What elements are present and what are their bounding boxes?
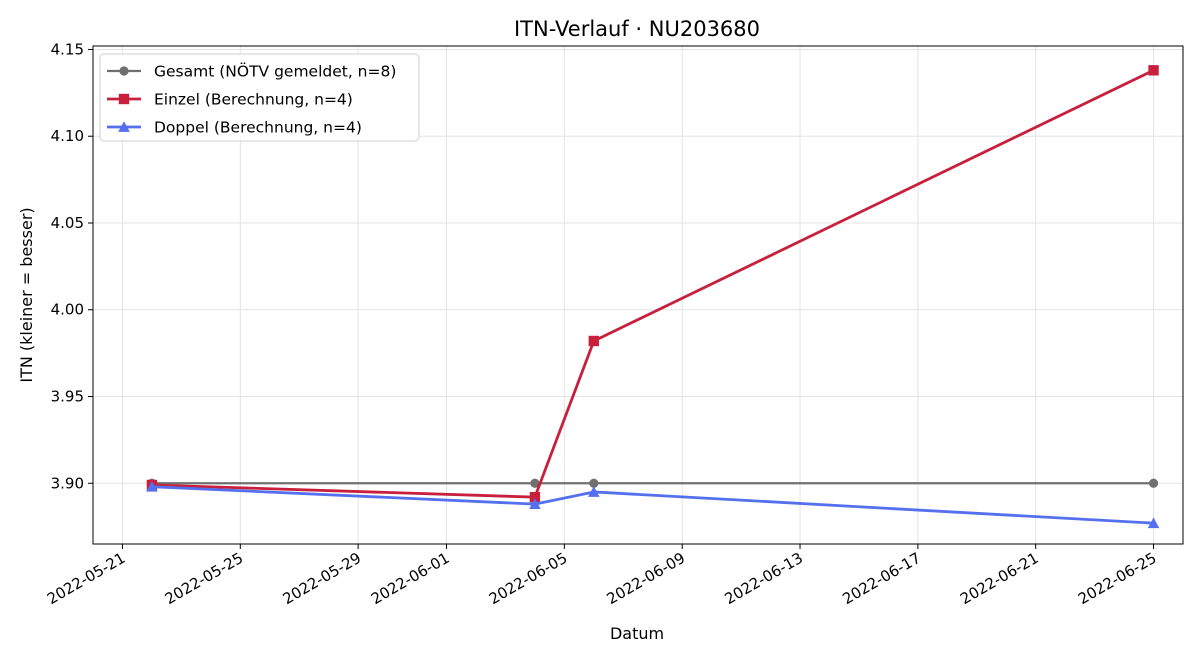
series-3 [146,480,1160,529]
data-point-marker [1148,478,1159,488]
legend-label: Gesamt (NÖTV gemeldet, n=8) [154,62,396,81]
data-point-marker [530,478,540,488]
x-tick-label: 2022-06-25 [1075,549,1160,608]
legend-marker [118,93,130,105]
legend: Gesamt (NÖTV gemeldet, n=8) Einzel (Berec… [99,53,420,142]
legend-marker [118,121,130,132]
y-tick-label: 4.15 [51,40,84,58]
legend-label: Einzel (Berechnung, n=4) [154,91,353,109]
x-tick-label: 2022-06-09 [604,549,689,608]
series-1 [147,478,1159,488]
x-tick-label: 2022-05-25 [162,549,247,608]
y-tick-label: 3.90 [51,474,84,492]
legend-item: Doppel (Berechnung, n=4) [107,119,362,137]
data-point-marker [588,335,600,347]
y-axis-label: ITN (kleiner = besser) [17,207,36,382]
data-point-marker [529,491,541,503]
data-point-marker [589,478,599,488]
data-point-marker [1148,65,1159,76]
data-point-marker [1147,517,1160,529]
x-axis-label: Datum [610,624,664,643]
data-point-marker [146,480,158,492]
x-tick-label: 2022-06-21 [957,549,1042,608]
series-line [151,485,1154,525]
x-tick-label: 2022-05-29 [280,549,365,608]
plot-frame [92,45,1184,545]
legend-box [99,53,420,142]
series-group [146,65,1160,529]
y-tick-label: 4.05 [51,214,84,232]
grid-lines [93,46,1183,544]
legend-marker [119,66,129,76]
x-tick-label: 2022-06-05 [486,549,571,608]
x-tick-label: 2022-05-21 [44,549,129,608]
x-tick-label: 2022-06-17 [839,549,924,608]
legend-label: Doppel (Berechnung, n=4) [154,119,362,137]
data-point-marker [529,498,541,510]
y-tick-label: 4.00 [51,301,84,319]
y-tick-label: 3.95 [51,388,84,406]
series-line [151,69,1155,499]
legend-item: Einzel (Berechnung, n=4) [107,91,353,109]
x-tick-label: 2022-06-01 [368,549,453,608]
data-point-marker [588,486,600,497]
x-tick-label: 2022-06-13 [722,549,807,608]
y-tick-label: 4.10 [51,127,84,145]
chart-title: ITN-Verlauf · NU203680 [514,17,760,41]
legend-item: Gesamt (NÖTV gemeldet, n=8) [107,62,396,81]
